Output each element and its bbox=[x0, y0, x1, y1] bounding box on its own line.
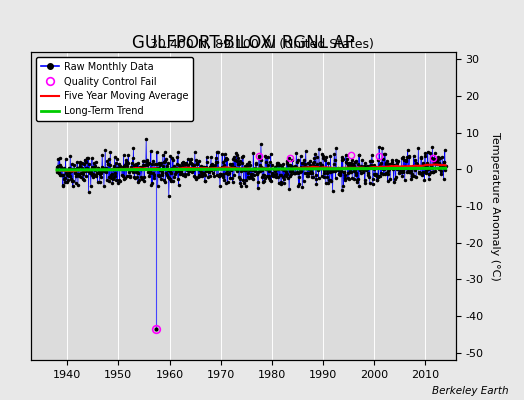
Title: GULFPORT-BILOXI RGNL AP: GULFPORT-BILOXI RGNL AP bbox=[132, 34, 355, 52]
Legend: Raw Monthly Data, Quality Control Fail, Five Year Moving Average, Long-Term Tren: Raw Monthly Data, Quality Control Fail, … bbox=[36, 57, 193, 121]
Text: 30.400 N, 89.100 W (United States): 30.400 N, 89.100 W (United States) bbox=[150, 38, 374, 51]
Y-axis label: Temperature Anomaly (°C): Temperature Anomaly (°C) bbox=[490, 132, 500, 280]
Text: Berkeley Earth: Berkeley Earth bbox=[432, 386, 508, 396]
